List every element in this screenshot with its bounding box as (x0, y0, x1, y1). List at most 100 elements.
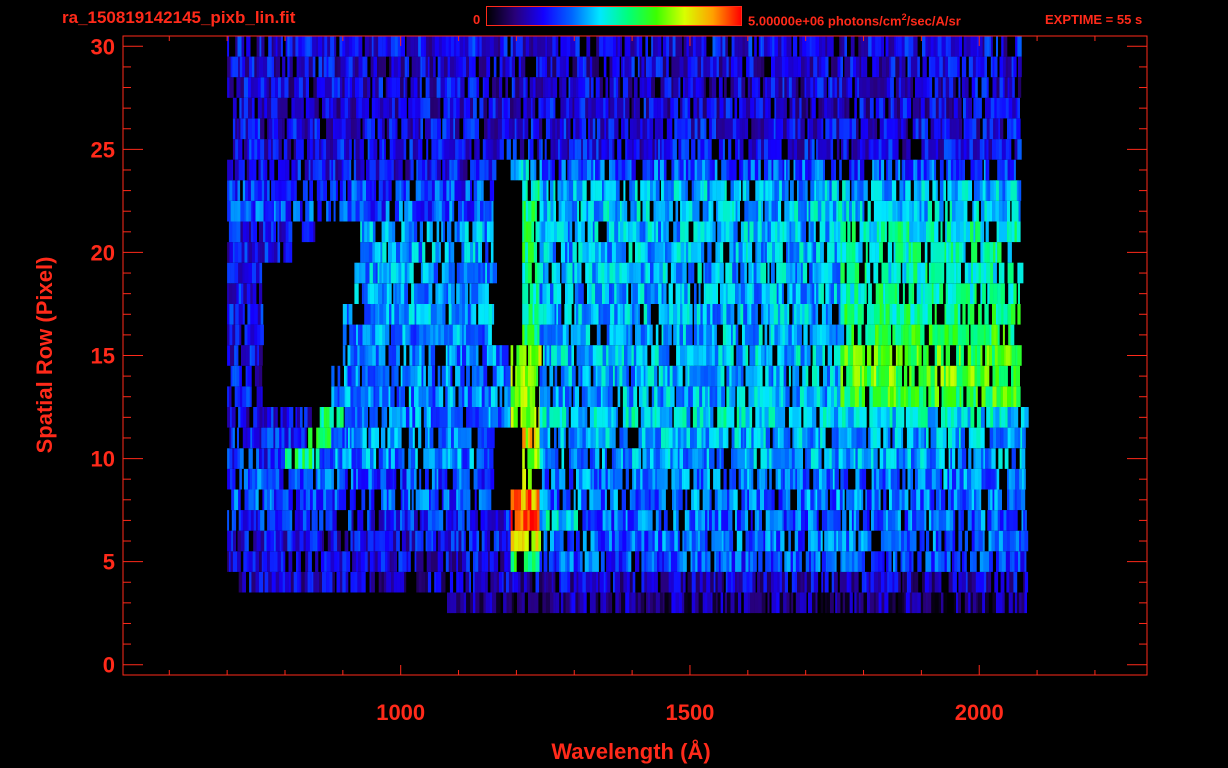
heatmap-cell (611, 448, 614, 469)
heatmap-cell (572, 242, 577, 263)
heatmap-cell (539, 159, 543, 181)
heatmap-cell (611, 510, 615, 531)
heatmap-cell (773, 448, 778, 469)
heatmap-cell (651, 551, 655, 572)
heatmap-cell (354, 530, 359, 552)
heatmap-cell (917, 407, 922, 428)
heatmap-cell (1011, 386, 1014, 407)
heatmap-cell (706, 448, 710, 469)
heatmap-cell (322, 468, 326, 490)
heatmap-cell (895, 345, 898, 366)
heatmap-cell (391, 551, 394, 572)
heatmap-cell (752, 200, 757, 222)
heatmap-cell (506, 510, 510, 531)
heatmap-cell (808, 592, 813, 614)
heatmap-cell (954, 386, 957, 407)
heatmap-cell (749, 468, 752, 490)
heatmap-cell (1011, 200, 1015, 222)
heatmap-cell (379, 304, 384, 325)
heatmap-cell (694, 324, 698, 346)
heatmap-cell (651, 221, 655, 243)
heatmap-cell (962, 365, 967, 387)
heatmap-cell (704, 221, 707, 243)
heatmap-cell (900, 304, 905, 325)
heatmap-cell (596, 571, 599, 593)
heatmap-cell (557, 324, 562, 346)
heatmap-cell (919, 200, 922, 222)
heatmap-cell (871, 324, 876, 346)
heatmap-cell (539, 304, 544, 325)
heatmap-cell (260, 386, 263, 407)
heatmap-cell (593, 200, 598, 222)
heatmap-cell (857, 489, 860, 511)
heatmap-cell (727, 283, 732, 304)
heatmap-cell (758, 159, 761, 181)
heatmap-cell (471, 386, 477, 407)
heatmap-cell (901, 221, 904, 243)
heatmap-cell (591, 304, 594, 325)
heatmap-cell (946, 530, 950, 552)
heatmap-cell (503, 510, 507, 531)
heatmap-cell (719, 200, 724, 222)
heatmap-cell (939, 159, 944, 181)
heatmap-cell (840, 262, 845, 284)
heatmap-cell (449, 200, 453, 222)
heatmap-cell (684, 592, 688, 614)
heatmap-cell (655, 427, 660, 449)
heatmap-cell (596, 139, 599, 160)
heatmap-cell (926, 592, 928, 614)
heatmap-cell (580, 365, 583, 387)
heatmap-cell (870, 304, 875, 325)
heatmap-cell (878, 345, 882, 366)
heatmap-cell (577, 324, 581, 346)
heatmap-cell (615, 551, 620, 572)
heatmap-cell (738, 592, 742, 614)
heatmap-cell (783, 386, 786, 407)
heatmap-cell (834, 159, 836, 181)
heatmap-cell (644, 530, 649, 552)
heatmap-cell (462, 200, 464, 222)
heatmap-cell (386, 262, 390, 284)
heatmap-cell (873, 221, 878, 243)
heatmap-cell (838, 530, 843, 552)
heatmap-cell (659, 262, 664, 284)
heatmap-cell (703, 180, 708, 201)
heatmap-cell (605, 139, 608, 160)
heatmap-cell (905, 159, 910, 181)
heatmap-cell (337, 489, 340, 511)
heatmap-cell (577, 448, 582, 469)
heatmap-cell (689, 304, 693, 325)
heatmap-cell (609, 386, 613, 407)
heatmap-cell (926, 345, 929, 366)
heatmap-cell (989, 200, 993, 222)
heatmap-cell (813, 200, 819, 222)
heatmap-cell (567, 510, 572, 531)
heatmap-cell (336, 571, 341, 593)
heatmap-cell (917, 592, 922, 614)
heatmap-cell (857, 448, 862, 469)
heatmap-cell (557, 180, 562, 201)
heatmap-cell (254, 365, 260, 387)
heatmap-cell (464, 283, 469, 304)
heatmap-cell (671, 242, 674, 263)
heatmap-cell (356, 262, 360, 284)
heatmap-cell (797, 304, 801, 325)
heatmap-cell (913, 427, 917, 449)
heatmap-cell (702, 489, 705, 511)
heatmap-cell (921, 180, 926, 201)
heatmap-cell (484, 510, 488, 531)
heatmap-cell (834, 551, 837, 572)
heatmap-cell (792, 365, 796, 387)
heatmap-cell (246, 551, 249, 572)
heatmap-cell (367, 200, 371, 222)
heatmap-cell (632, 304, 635, 325)
heatmap-cell (947, 407, 952, 428)
heatmap-cell (861, 551, 865, 572)
heatmap-cell (312, 139, 316, 160)
heatmap-cell (443, 489, 448, 511)
heatmap-cell (660, 468, 665, 490)
heatmap-cell (670, 180, 675, 201)
heatmap-cell (900, 551, 903, 572)
heatmap-cell (436, 571, 438, 593)
heatmap-cell (640, 262, 644, 284)
